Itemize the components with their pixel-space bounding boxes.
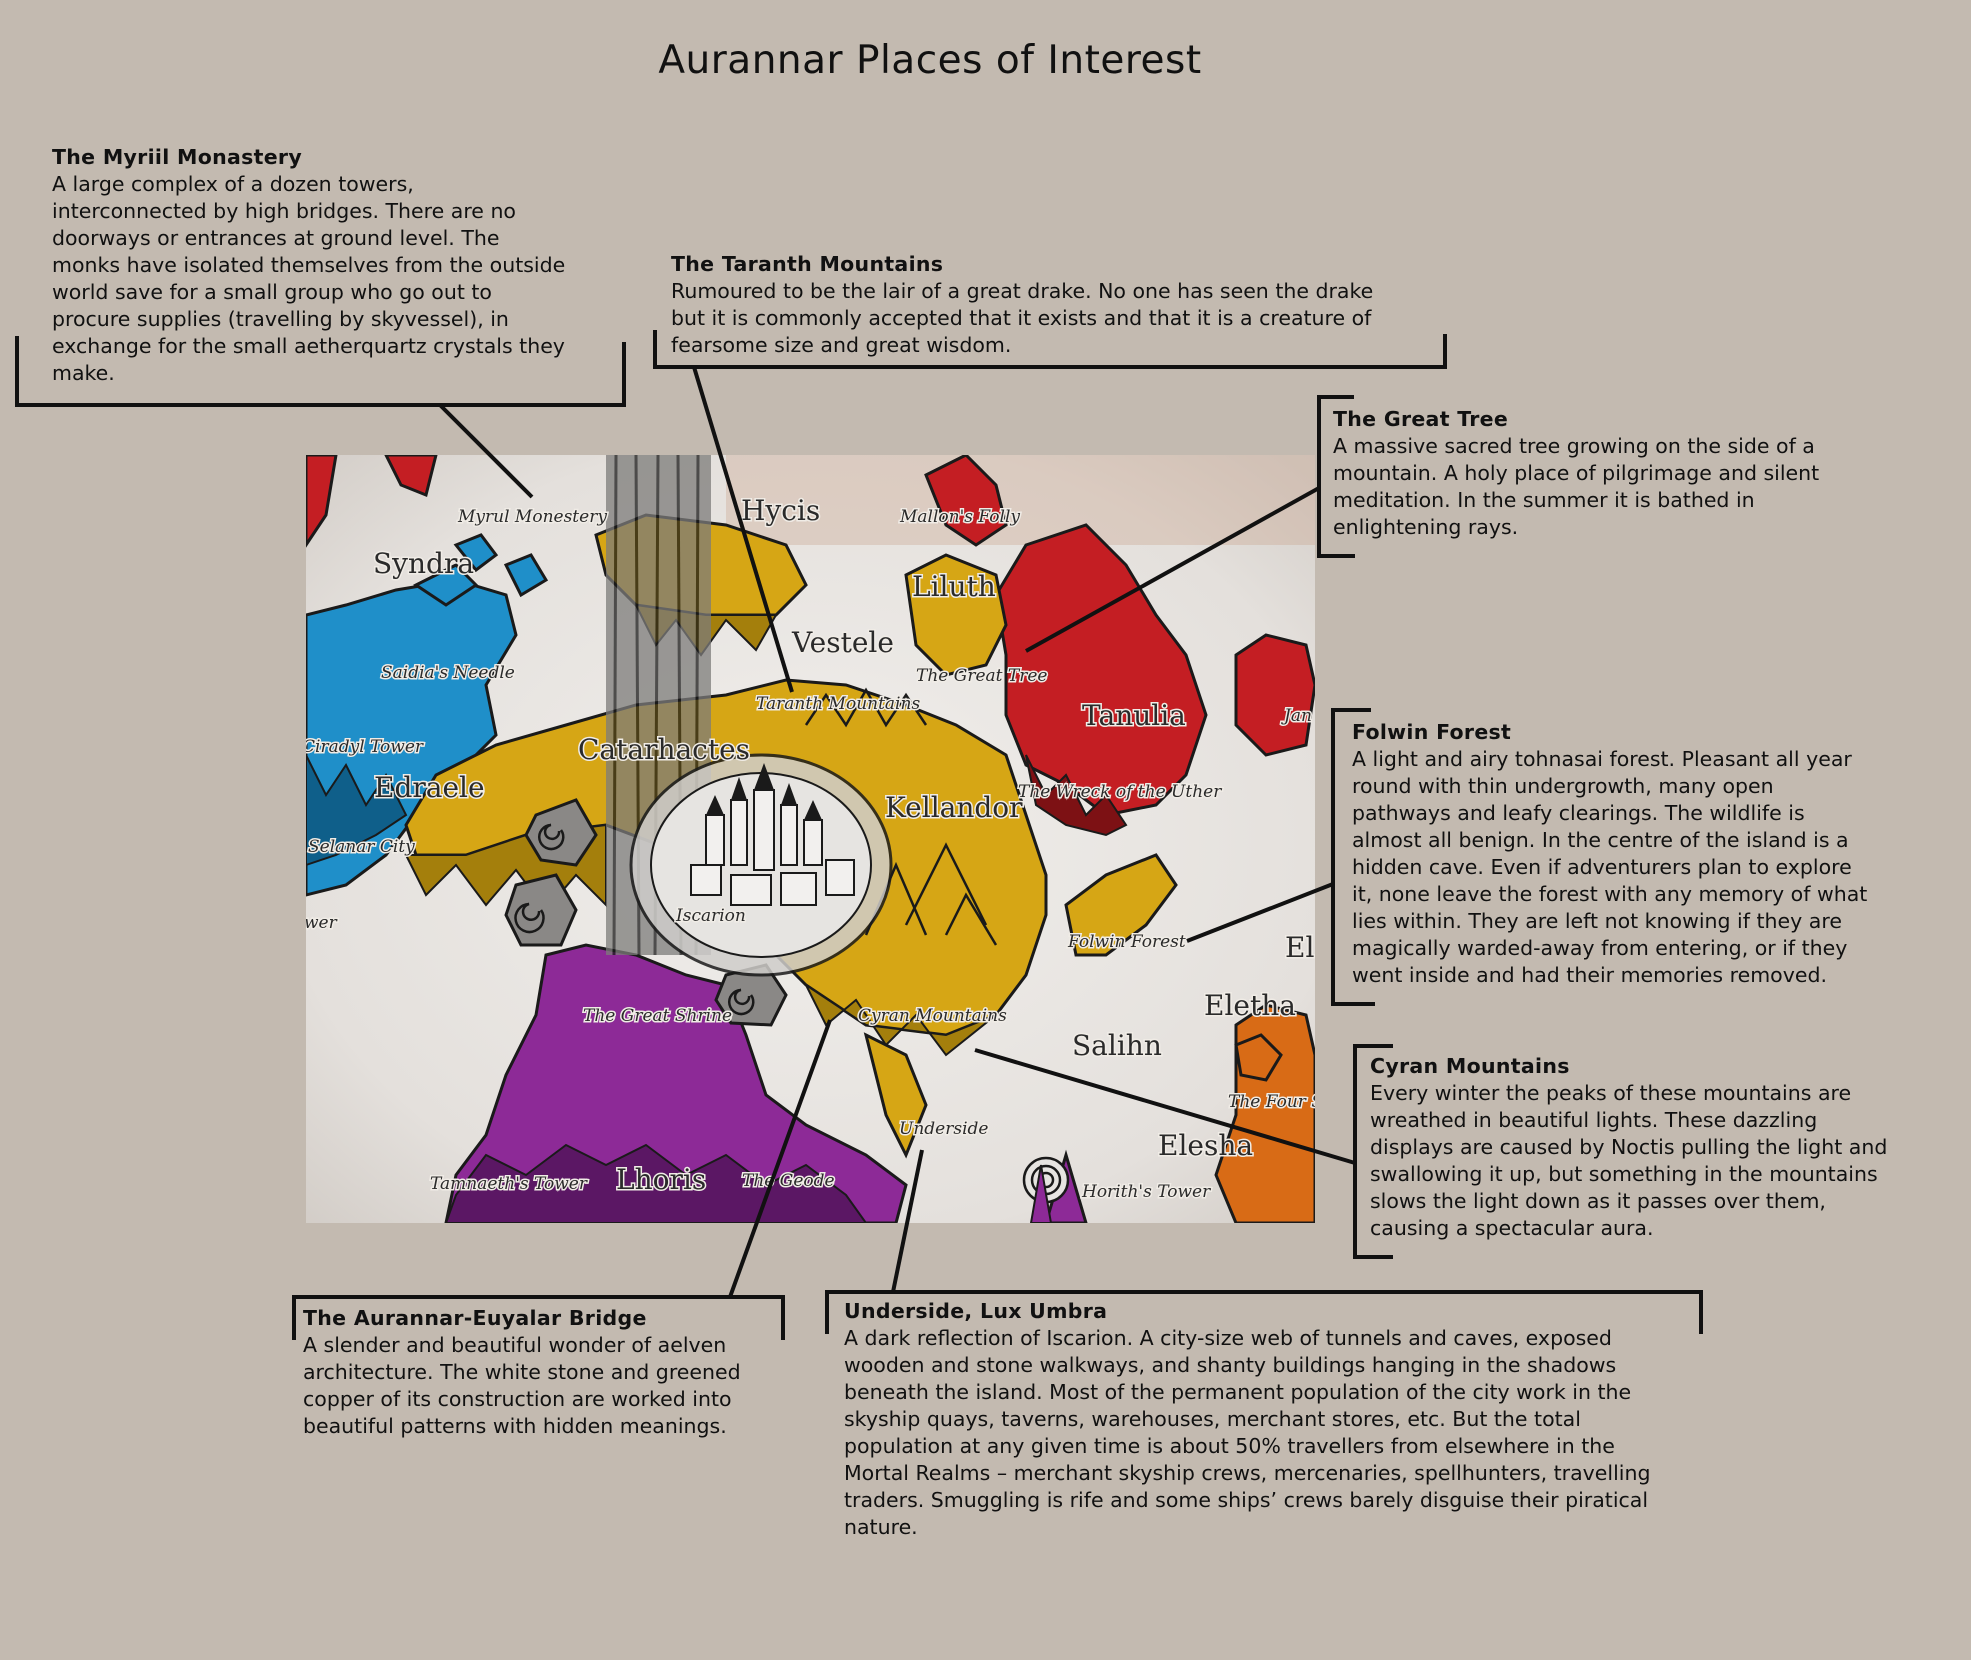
label-selanar-city: Selanar City [308,837,415,857]
label-iscarion: Iscarion [675,906,746,926]
label-jan: Jan [1281,706,1312,726]
map-labels: Myrul Monestery Hycis Mallon's Folly Syn… [306,493,1315,1204]
label-el: El [1285,931,1314,964]
callout-title: The Taranth Mountains [671,252,944,276]
label-mallons-folly: Mallon's Folly [899,507,1020,527]
bracket-taranth [653,330,1447,369]
label-horiths-tower: Horith's Tower [1081,1182,1211,1202]
callout-title: The Aurannar-Euyalar Bridge [303,1306,647,1330]
label-wer: wer [306,913,338,933]
page-title: Aurannar Places of Interest [658,38,1202,83]
label-myrul-monestery: Myrul Monestery [457,507,607,527]
label-tanulia: Tanulia [1082,699,1186,732]
callout-great-tree: The Great Tree A massive sacred tree gro… [1333,406,1819,541]
leader-great-tree [1025,486,1320,653]
callout-body: Every winter the peaks of these mountain… [1370,1081,1888,1240]
label-catarhactes: Catarhactes [578,733,750,766]
bracket-great-tree [1317,395,1355,558]
callout-folwin-forest: Folwin Forest A light and airy tohnasai … [1352,719,1867,989]
callout-cyran-mountains: Cyran Mountains Every winter the peaks o… [1370,1053,1887,1242]
callout-body: Rumoured to be the lair of a great drake… [671,279,1374,357]
bracket-bridge [292,1295,785,1340]
bracket-underside [825,1290,1703,1334]
label-the-geode: The Geode [742,1171,835,1191]
leader-bridge [728,1019,832,1298]
label-eletha: Eletha [1204,989,1296,1022]
region-red [306,455,1315,817]
label-tamnaeths-tower: Tamnaeth's Tower [430,1174,588,1194]
label-the-great-tree: The Great Tree [916,666,1047,686]
label-underside: Underside [899,1119,988,1139]
callout-title: Folwin Forest [1352,720,1512,744]
callout-title: The Myriil Monastery [52,145,302,169]
label-cyran-mountains: Cyran Mountains [858,1006,1007,1026]
callout-title: Cyran Mountains [1370,1054,1570,1078]
callout-aurannar-euyalar-bridge: The Aurannar-Euyalar Bridge A slender an… [303,1305,741,1440]
callout-body: A massive sacred tree growing on the sid… [1333,434,1820,539]
bracket-folwin [1331,708,1375,1006]
callout-taranth-mountains: The Taranth Mountains Rumoured to be the… [671,251,1373,359]
label-taranth-mountains: Taranth Mountains [756,694,920,714]
callout-body: A light and airy tohnasai forest. Pleasa… [1352,747,1868,987]
iscarion-city [629,753,893,977]
bracket-cyran [1353,1044,1393,1259]
label-lhoris: Lhoris [616,1163,706,1196]
label-edraele: Edraele [374,771,485,804]
label-salihn: Salihn [1072,1029,1162,1062]
region-orange [1214,1003,1315,1223]
callout-underside-lux-umbra: Underside, Lux Umbra A dark reflection o… [844,1298,1651,1541]
label-folwin-forest: Folwin Forest [1067,932,1186,952]
leader-cyran [974,1048,1356,1165]
label-iradyl-tower: Ciradyl Tower [306,737,424,757]
label-hycis: Hycis [741,494,820,527]
leader-folwin [1186,882,1334,943]
leader-underside [891,1149,924,1293]
label-liluth: Liluth [912,570,996,603]
callout-title: The Great Tree [1333,407,1509,431]
label-vestele: Vestele [791,626,894,659]
label-kellandor: Kellandor [885,791,1023,824]
callout-body: A dark reflection of Iscarion. A city-si… [844,1326,1651,1539]
label-wreck-of-the-uther: The Wreck of the Uther [1018,782,1222,802]
leader-myriil [438,403,534,499]
label-the-four-s: The Four S [1228,1092,1315,1112]
callout-myriil-monastery: The Myriil Monastery A large complex of … [52,144,565,387]
leader-taranth [692,366,794,693]
label-elesha: Elesha [1158,1129,1253,1162]
callout-body: A large complex of a dozen towers, inter… [52,172,566,385]
label-saidias-needle: Saidia's Needle [381,663,515,683]
callout-title: Underside, Lux Umbra [844,1299,1108,1323]
callout-body: A slender and beautiful wonder of aelven… [303,1333,741,1438]
bracket-myriil [15,336,626,407]
label-syndra: Syndra [373,547,474,580]
label-the-great-shrine: The Great Shrine [583,1006,732,1026]
